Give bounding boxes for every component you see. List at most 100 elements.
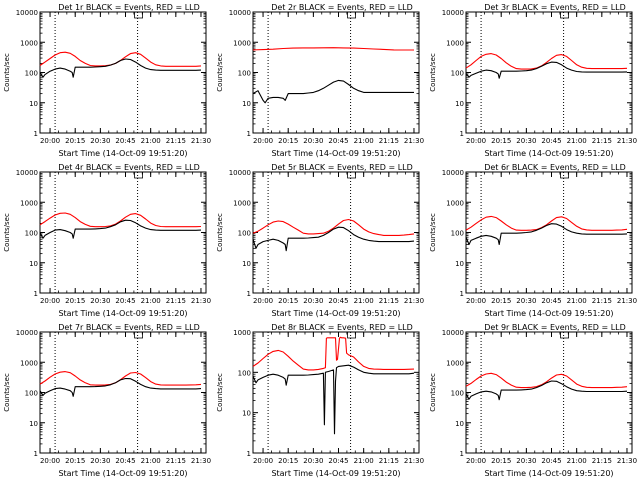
x-tick-label: 20:45 (115, 137, 135, 145)
x-tick-label: 20:00 (40, 457, 60, 465)
x-tick-label: 20:15 (278, 297, 298, 305)
x-tick-label: 20:30 (90, 297, 110, 305)
x-tick-label: 20:30 (303, 457, 323, 465)
y-tick-label: 1 (460, 290, 464, 298)
y-tick-label: 10000 (16, 169, 38, 177)
x-tick-label: 20:00 (40, 137, 60, 145)
y-tick-label: 1000 (20, 359, 38, 367)
plot-frame (252, 331, 420, 454)
chart-det-1r: Det 1r BLACK = Events, RED = LLD Counts/s… (3, 3, 211, 158)
series-events-black-line (465, 223, 628, 246)
y-tick-label: 10 (29, 260, 38, 268)
x-tick-label: 20:30 (516, 457, 536, 465)
x-tick-label: 20:45 (328, 137, 348, 145)
x-tick-label: 20:15 (491, 137, 511, 145)
x-tick-label: 21:30 (191, 297, 211, 305)
x-tick-label: 21:00 (354, 137, 374, 145)
y-tick-label: 1000 (233, 39, 251, 47)
x-tick-label: 21:30 (617, 297, 637, 305)
y-tick-label: 1 (460, 450, 464, 458)
chart-det-2r: Det 2r BLACK = Events, RED = LLD Counts/s… (216, 3, 424, 158)
x-tick-label: 20:30 (303, 137, 323, 145)
series-events-black-line (252, 226, 415, 252)
series-lld-red-line (252, 218, 415, 236)
x-axis-label: Start Time (14-Oct-09 19:51:20) (484, 469, 613, 478)
x-tick-label: 21:30 (404, 137, 424, 145)
y-tick-label: 10 (29, 420, 38, 428)
y-tick-label: 1 (34, 290, 38, 298)
series-lld-red-line (252, 47, 414, 51)
x-tick-label: 20:00 (40, 297, 60, 305)
plot-frame (252, 171, 420, 294)
plot-frame (39, 171, 207, 294)
y-tick-label: 100 (451, 230, 464, 238)
x-axis-label: Start Time (14-Oct-09 19:51:20) (271, 309, 400, 318)
x-tick-label: 21:15 (592, 297, 612, 305)
x-tick-label: 21:15 (379, 137, 399, 145)
series-events-black-line (465, 380, 628, 401)
marker-bracket-icon (134, 332, 143, 339)
series-lld-red-line (465, 215, 628, 231)
x-tick-label: 21:30 (617, 137, 637, 145)
x-tick-label: 20:00 (466, 457, 486, 465)
marker-bracket-icon (134, 172, 143, 179)
y-tick-label: 10000 (442, 169, 464, 177)
chart-det-7r: Det 7r BLACK = Events, RED = LLD Counts/s… (3, 323, 211, 478)
x-tick-label: 20:45 (115, 457, 135, 465)
chart-title: Det 7r BLACK = Events, RED = LLD (58, 323, 200, 332)
chart-title: Det 8r BLACK = Events, RED = LLD (271, 323, 413, 332)
y-tick-label: 10 (455, 100, 464, 108)
series-events-black-line (39, 58, 202, 78)
x-tick-label: 20:15 (278, 457, 298, 465)
y-tick-label: 1000 (446, 359, 464, 367)
x-tick-label: 21:00 (567, 457, 587, 465)
series-events-black-line (252, 79, 414, 104)
x-axis-label: Start Time (14-Oct-09 19:51:20) (484, 149, 613, 158)
marker-bracket-icon (134, 12, 143, 19)
y-tick-label: 1000 (20, 199, 38, 207)
x-tick-label: 21:00 (141, 457, 161, 465)
x-tick-label: 21:15 (592, 137, 612, 145)
y-tick-label: 100 (238, 369, 251, 377)
x-tick-label: 21:15 (379, 457, 399, 465)
x-tick-label: 20:30 (90, 457, 110, 465)
x-tick-label: 20:30 (516, 297, 536, 305)
x-tick-label: 20:30 (516, 137, 536, 145)
marker-bracket-icon (347, 332, 356, 339)
x-tick-label: 21:15 (166, 137, 186, 145)
x-axis-label: Start Time (14-Oct-09 19:51:20) (58, 469, 187, 478)
chart-title: Det 5r BLACK = Events, RED = LLD (271, 163, 413, 172)
chart-title: Det 3r BLACK = Events, RED = LLD (484, 3, 626, 12)
x-tick-label: 21:30 (191, 137, 211, 145)
x-tick-label: 21:00 (567, 137, 587, 145)
y-tick-label: 1 (247, 130, 251, 138)
y-tick-label: 1 (247, 450, 251, 458)
series-events-black-line (465, 61, 628, 79)
x-tick-label: 21:30 (404, 457, 424, 465)
x-tick-label: 20:30 (303, 297, 323, 305)
y-tick-label: 1 (34, 130, 38, 138)
y-tick-label: 10 (29, 100, 38, 108)
chart-title: Det 1r BLACK = Events, RED = LLD (58, 3, 200, 12)
y-tick-label: 10000 (229, 169, 251, 177)
y-tick-label: 1000 (446, 199, 464, 207)
y-tick-label: 100 (451, 390, 464, 398)
x-tick-label: 20:15 (491, 457, 511, 465)
plot-frame (465, 331, 633, 454)
x-tick-label: 20:30 (90, 137, 110, 145)
y-tick-label: 10 (455, 260, 464, 268)
y-tick-label: 100 (25, 390, 38, 398)
marker-bracket-icon (560, 172, 569, 179)
y-tick-label: 10 (242, 260, 251, 268)
x-tick-label: 21:00 (141, 137, 161, 145)
series-lld-red-line (465, 372, 628, 389)
x-axis-label: Start Time (14-Oct-09 19:51:20) (58, 149, 187, 158)
y-tick-label: 100 (238, 70, 251, 78)
y-tick-label: 100 (238, 230, 251, 238)
series-events-black-line (39, 377, 202, 397)
x-tick-label: 20:00 (466, 137, 486, 145)
chart-title: Det 2r BLACK = Events, RED = LLD (271, 3, 413, 12)
x-axis-label: Start Time (14-Oct-09 19:51:20) (58, 309, 187, 318)
x-tick-label: 20:45 (541, 457, 561, 465)
x-tick-label: 21:15 (379, 297, 399, 305)
